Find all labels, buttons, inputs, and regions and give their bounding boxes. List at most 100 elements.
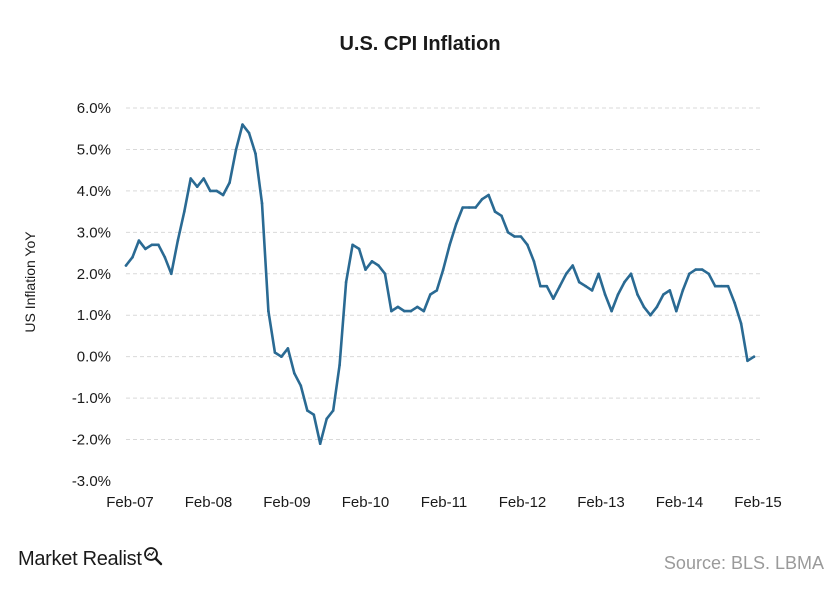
- x-tick-label: Feb-14: [656, 494, 704, 511]
- data-point: [616, 293, 620, 296]
- data-point: [506, 231, 510, 234]
- data-point: [474, 206, 477, 209]
- data-point: [681, 289, 685, 292]
- data-point: [435, 289, 439, 292]
- brand-name: Market Realist: [18, 548, 142, 570]
- data-point: [241, 123, 244, 126]
- data-point: [306, 409, 309, 412]
- data-point: [331, 409, 335, 412]
- data-point: [137, 239, 141, 242]
- data-point: [364, 268, 367, 271]
- data-point: [422, 309, 426, 313]
- series-line-cpi: [124, 123, 756, 445]
- data-point: [416, 305, 419, 309]
- data-point: [662, 293, 665, 296]
- data-point: [577, 280, 581, 284]
- y-tick-label: -2.0%: [72, 432, 111, 449]
- data-point: [176, 239, 180, 242]
- data-point: [461, 206, 465, 209]
- y-tick-label: 0.0%: [77, 349, 111, 366]
- data-point: [318, 442, 322, 446]
- chart-title: U.S. CPI Inflation: [339, 33, 501, 55]
- data-point: [195, 185, 199, 188]
- data-point: [273, 351, 277, 354]
- data-point: [208, 189, 212, 193]
- data-point: [189, 177, 192, 180]
- data-point: [752, 355, 756, 359]
- data-point: [623, 280, 626, 284]
- data-point: [480, 197, 484, 201]
- x-tick-label: Feb-07: [106, 494, 154, 511]
- data-point: [183, 210, 186, 213]
- data-point: [325, 417, 329, 421]
- data-point: [377, 264, 380, 267]
- y-axis-label: US Inflation YoY: [22, 231, 38, 333]
- data-point: [390, 309, 393, 313]
- data-point: [739, 322, 743, 325]
- data-point: [441, 268, 445, 271]
- data-point: [487, 193, 490, 197]
- data-point: [694, 268, 697, 271]
- x-tick-label: Feb-13: [577, 494, 625, 511]
- data-point: [254, 152, 257, 155]
- data-point: [247, 131, 251, 135]
- data-point: [603, 293, 607, 296]
- y-tick-label: 2.0%: [77, 266, 111, 283]
- x-tick-label: Feb-08: [185, 494, 233, 511]
- x-tick-label: Feb-15: [734, 494, 782, 511]
- data-point: [351, 243, 354, 247]
- data-point: [539, 284, 542, 288]
- y-tick-label: 5.0%: [77, 141, 111, 158]
- data-point: [396, 305, 400, 309]
- data-point: [629, 272, 633, 276]
- data-point: [144, 247, 147, 251]
- y-tick-label: -3.0%: [72, 473, 111, 490]
- data-point: [746, 359, 749, 363]
- data-point: [552, 297, 555, 300]
- data-point: [655, 305, 659, 309]
- data-points: [124, 123, 756, 446]
- data-point: [584, 284, 587, 288]
- data-point: [157, 243, 160, 247]
- data-point: [642, 305, 646, 309]
- data-point: [675, 309, 678, 313]
- data-point: [610, 309, 613, 313]
- data-point: [312, 413, 316, 417]
- data-point: [493, 210, 497, 213]
- data-point: [590, 289, 594, 292]
- data-point: [513, 235, 516, 238]
- data-point: [454, 222, 458, 226]
- x-tick-label: Feb-09: [263, 494, 311, 511]
- data-point: [532, 260, 536, 263]
- data-point: [713, 284, 717, 288]
- y-tick-label: 6.0%: [77, 100, 111, 117]
- data-point: [733, 301, 736, 305]
- x-tick-label: Feb-10: [342, 494, 390, 511]
- data-point: [299, 384, 303, 388]
- x-axis-ticks: Feb-07 Feb-08 Feb-09 Feb-10 Feb-11 Feb-12 Feb-…: [106, 494, 782, 511]
- data-point: [700, 268, 704, 271]
- data-point: [260, 202, 264, 205]
- data-point: [293, 371, 296, 375]
- y-tick-label: -1.0%: [72, 390, 111, 407]
- brand-logo: Market Realist: [18, 547, 163, 571]
- data-point: [649, 313, 652, 317]
- y-tick-label: 3.0%: [77, 224, 111, 241]
- data-point: [597, 272, 600, 276]
- data-point: [403, 309, 406, 313]
- data-point: [215, 189, 218, 193]
- data-point: [221, 193, 225, 197]
- data-point: [688, 272, 691, 276]
- x-tick-label: Feb-12: [499, 494, 547, 511]
- data-point: [409, 309, 413, 313]
- data-point: [726, 284, 730, 288]
- data-point: [545, 284, 549, 288]
- data-point: [558, 284, 562, 288]
- data-point: [564, 272, 568, 276]
- data-point: [163, 255, 167, 259]
- y-axis-ticks: -3.0% -2.0% -1.0% 0.0% 1.0% 2.0% 3.0% 4.0% 5.0% 6…: [72, 100, 111, 490]
- data-point: [720, 284, 723, 288]
- data-point: [234, 148, 238, 151]
- source-note: Source: BLS. LBMA: [663, 553, 824, 573]
- data-point: [202, 177, 205, 180]
